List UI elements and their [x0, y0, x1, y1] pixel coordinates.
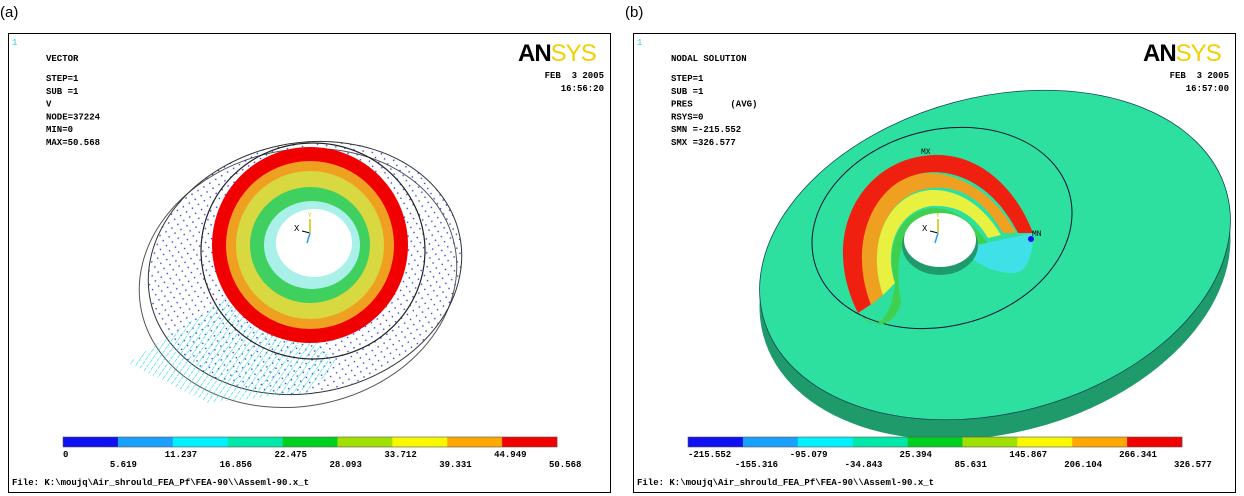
legend-label: 44.949 — [494, 450, 526, 460]
info-line: STEP=1 — [671, 74, 704, 84]
ansys-logo: ANSYS — [1143, 40, 1221, 67]
triad-x-label: X — [922, 224, 928, 234]
legend-swatch — [283, 437, 338, 447]
legend-swatch — [743, 437, 798, 447]
legend-label: 145.867 — [1009, 450, 1047, 460]
figure: (a) X Y 1 VECTOR STEP=1 SUB =1 V NODE=37224 MIN=0… — [0, 0, 1244, 496]
legend-label: 39.331 — [439, 460, 472, 470]
logo-an: AN — [518, 40, 551, 67]
legend-label: 326.577 — [1174, 460, 1212, 470]
ansys-logo: ANSYS — [518, 40, 596, 67]
min-marker-label: MN — [1032, 230, 1042, 239]
legend-swatch — [1127, 437, 1182, 447]
legend-label: 28.093 — [329, 460, 361, 470]
legend-label: 5.619 — [110, 460, 137, 470]
legend-label: -95.079 — [790, 450, 828, 460]
legend-label: 33.712 — [384, 450, 416, 460]
panel-label: (a) — [0, 4, 18, 21]
info-line: STEP=1 — [46, 74, 79, 84]
legend-swatch — [447, 437, 502, 447]
logo-sys: SYS — [551, 40, 596, 67]
legend-label: 266.341 — [1119, 450, 1157, 460]
max-marker-label: MX — [921, 148, 931, 157]
info-line: SUB =1 — [46, 87, 79, 97]
legend-label: 50.568 — [549, 460, 581, 470]
legend-label: 85.631 — [954, 460, 987, 470]
hole — [276, 209, 352, 277]
info-line: MAX=50.568 — [46, 138, 100, 148]
legend-label: -34.843 — [845, 460, 883, 470]
legend-swatch — [392, 437, 447, 447]
date: FEB 3 2005 — [545, 71, 604, 81]
info-line: V — [46, 100, 52, 110]
legend-label: -215.552 — [688, 450, 731, 460]
legend-label: 22.475 — [275, 450, 307, 460]
legend-swatch — [962, 437, 1017, 447]
time: 16:57:00 — [1186, 84, 1229, 94]
triad-x-label: X — [294, 224, 300, 234]
legend-swatch — [63, 437, 118, 447]
ansys-panel: MX MN X Y 1 NODAL SOLUTION STEP=1 SUB =1 PRES (A… — [634, 34, 1244, 493]
info-line: RSYS=0 — [671, 112, 703, 122]
triad-y-label: Y — [936, 212, 940, 219]
legend-swatch — [337, 437, 392, 447]
window-number: 1 — [12, 38, 17, 48]
legend-swatch — [908, 437, 963, 447]
legend-label: 206.104 — [1064, 460, 1102, 470]
info-line: SMN =-215.552 — [671, 125, 741, 135]
info-line: NODAL SOLUTION — [671, 54, 747, 64]
logo-an: AN — [1143, 40, 1176, 67]
legend-label: 11.237 — [165, 450, 197, 460]
legend-label: -155.316 — [735, 460, 778, 470]
legend-swatch — [688, 437, 743, 447]
legend-swatch — [118, 437, 173, 447]
info-line: PRES (AVG) — [671, 100, 757, 110]
legend-label: 25.394 — [900, 450, 933, 460]
legend-swatch — [1072, 437, 1127, 447]
info-line: SUB =1 — [671, 87, 704, 97]
legend-swatch — [1017, 437, 1072, 447]
time: 16:56:20 — [561, 84, 604, 94]
info-line: NODE=37224 — [46, 112, 101, 122]
legend-swatch — [228, 437, 283, 447]
logo-sys: SYS — [1176, 40, 1221, 67]
panel-label: (b) — [625, 4, 643, 21]
triad-y-label: Y — [308, 212, 312, 219]
ansys-panel: X Y 1 VECTOR STEP=1 SUB =1 V NODE=37224 MIN=0 MAX… — [9, 34, 611, 493]
info-line: VECTOR — [46, 54, 79, 64]
file-path: File: K:\moujq\Air_shrould_FEA_Pf\FEA-90… — [637, 478, 934, 488]
window-number: 1 — [637, 38, 642, 48]
file-path: File: K:\moujq\Air_shrould_FEA_Pf\FEA-90… — [12, 478, 309, 488]
date: FEB 3 2005 — [1170, 71, 1229, 81]
info-line: SMX =326.577 — [671, 138, 736, 148]
legend-swatch — [173, 437, 228, 447]
legend-swatch — [853, 437, 908, 447]
info-line: MIN=0 — [46, 125, 73, 135]
legend-swatch — [502, 437, 557, 447]
legend-swatch — [798, 437, 853, 447]
legend-label: 0 — [63, 450, 68, 460]
hole — [904, 213, 976, 267]
legend-label: 16.856 — [220, 460, 252, 470]
